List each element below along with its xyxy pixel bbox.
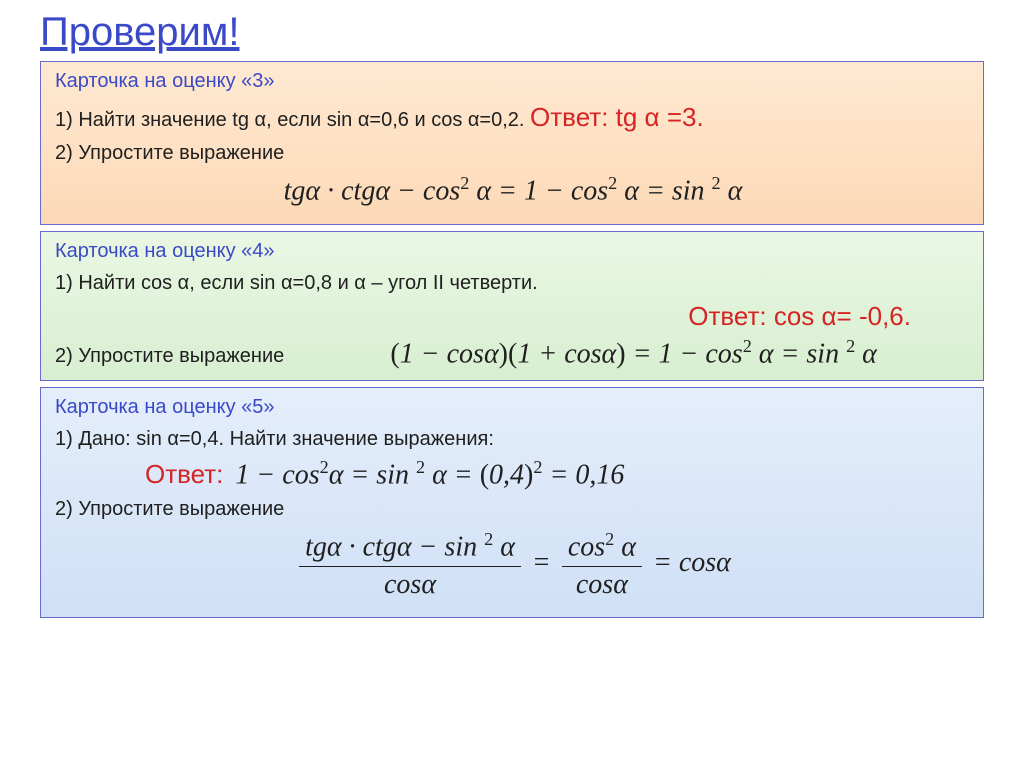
card5-formula1: 1 − cos2α = sin 2 α = (0,4)2 = 0,16 bbox=[235, 457, 624, 491]
fraction-left-num: tgα · ctgα − sin 2 α bbox=[299, 529, 521, 566]
fraction-left: tgα · ctgα − sin 2 α cosα bbox=[299, 529, 521, 600]
card3-task1: 1) Найти значение tg α, если sin α=0,6 и… bbox=[55, 99, 971, 135]
card3-task1-text: 1) Найти значение tg α, если sin α=0,6 и… bbox=[55, 109, 524, 131]
fraction-mid-num: cos2 α bbox=[562, 529, 642, 566]
page: Проверим! Карточка на оценку «3» 1) Найт… bbox=[0, 0, 1024, 644]
card4-answer-row: Ответ: cos α= -0,6. bbox=[55, 301, 971, 332]
page-title: Проверим! bbox=[40, 10, 984, 55]
fraction-mid: cos2 α cosα bbox=[562, 529, 642, 600]
card3-task2: 2) Упростите выражение bbox=[55, 139, 971, 167]
card-grade-5: Карточка на оценку «5» 1) Дано: sin α=0,… bbox=[40, 387, 984, 618]
card4-formula: (1 − cosα)(1 + cosα) = 1 − cos2 α = sin … bbox=[296, 336, 971, 370]
card5-answer-row: Ответ: 1 − cos2α = sin 2 α = (0,4)2 = 0,… bbox=[55, 457, 971, 491]
fraction-left-den: cosα bbox=[299, 567, 521, 601]
card3-formula: tgα · ctgα − cos2 α = 1 − cos2 α = sin 2… bbox=[55, 173, 971, 207]
card4-task1: 1) Найти cos α, если sin α=0,8 и α – уго… bbox=[55, 269, 971, 297]
card3-heading: Карточка на оценку «3» bbox=[55, 70, 971, 93]
card4-task2: 2) Упростите выражение bbox=[55, 342, 284, 370]
card4-heading: Карточка на оценку «4» bbox=[55, 240, 971, 263]
card-grade-3: Карточка на оценку «3» 1) Найти значение… bbox=[40, 61, 984, 225]
fraction-mid-den: cosα bbox=[562, 567, 642, 601]
card5-task1: 1) Дано: sin α=0,4. Найти значение выраж… bbox=[55, 425, 971, 453]
card5-heading: Карточка на оценку «5» bbox=[55, 396, 971, 419]
card3-answer1: Ответ: tg α =3. bbox=[530, 102, 704, 132]
card-grade-4: Карточка на оценку «4» 1) Найти cos α, е… bbox=[40, 231, 984, 381]
card5-formula2: tgα · ctgα − sin 2 α cosα = cos2 α cosα … bbox=[55, 529, 971, 600]
card5-answer-label: Ответ: bbox=[145, 459, 223, 490]
card5-task2: 2) Упростите выражение bbox=[55, 495, 971, 523]
card4-answer1: Ответ: cos α= -0,6. bbox=[688, 301, 911, 331]
card4-task2-row: 2) Упростите выражение (1 − cosα)(1 + co… bbox=[55, 336, 971, 370]
